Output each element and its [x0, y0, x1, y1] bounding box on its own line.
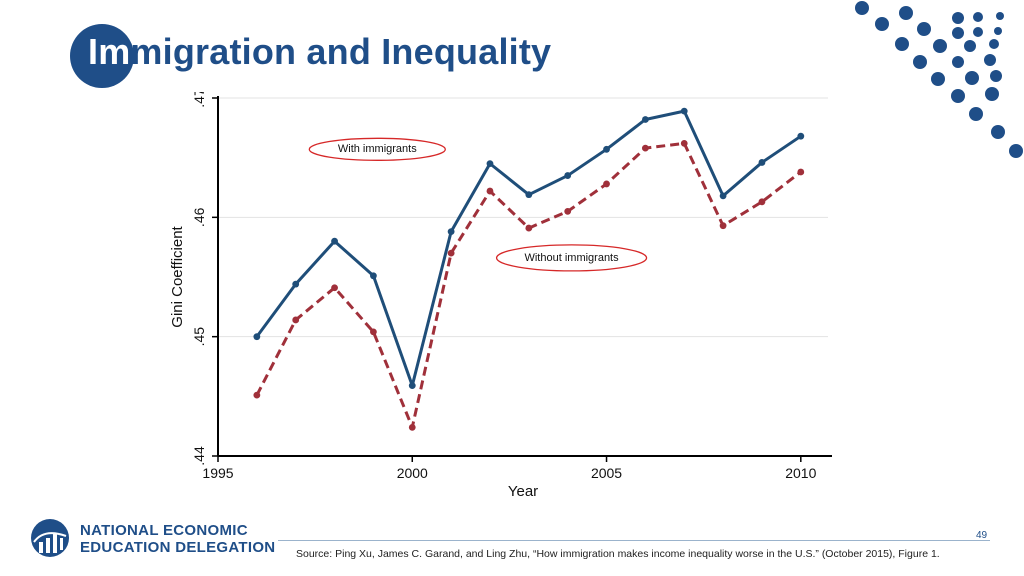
- pattern-dot: [875, 17, 889, 31]
- chart-axes: [217, 96, 832, 457]
- x-tick-label: 2000: [397, 465, 428, 481]
- source-citation: Source: Ping Xu, James C. Garand, and Li…: [296, 548, 940, 560]
- pattern-dot: [933, 39, 947, 53]
- data-point: [253, 391, 261, 399]
- nee-logo: NATIONAL ECONOMIC EDUCATION DELEGATION: [30, 518, 275, 562]
- nee-logo-icon: [31, 519, 69, 557]
- data-point: [641, 116, 649, 123]
- data-point: [447, 228, 455, 236]
- x-tick-label: 1995: [202, 465, 233, 481]
- title-lead: Im: [88, 31, 131, 72]
- pattern-dot: [913, 55, 927, 69]
- data-point: [292, 316, 300, 324]
- data-point: [486, 160, 494, 168]
- x-tick-label: 2005: [591, 465, 622, 481]
- data-point: [564, 172, 572, 179]
- pattern-dot: [991, 125, 1005, 139]
- logo-line-2: EDUCATION DELEGATION: [80, 539, 276, 556]
- annotation-with-immigrants: With immigrants: [308, 137, 446, 161]
- data-point: [641, 144, 649, 152]
- data-point: [797, 132, 805, 140]
- pattern-dot: [984, 54, 996, 66]
- pattern-dot: [931, 72, 945, 86]
- y-tick-label: .44: [191, 446, 207, 466]
- y-tick-label: .46: [191, 207, 207, 227]
- annotation-without-immigrants: Without immigrants: [495, 244, 648, 272]
- data-point: [370, 272, 377, 280]
- y-tick-label: .47: [191, 92, 207, 108]
- pattern-dot: [964, 40, 976, 52]
- data-point: [680, 107, 688, 115]
- pattern-dot: [1009, 144, 1023, 158]
- page-title: Immigration and Inequality: [88, 31, 551, 73]
- y-axis-ticks: .44 .45 .46 .47: [191, 92, 218, 466]
- data-point: [564, 207, 572, 215]
- data-point: [603, 145, 610, 153]
- footer-divider: [278, 540, 990, 541]
- annotation-ellipse: [495, 244, 648, 272]
- data-point: [719, 222, 727, 230]
- data-point: [797, 168, 805, 176]
- annotation-label-without-immigrants: Without immigrants: [524, 252, 619, 264]
- x-tick-label: 2010: [785, 465, 816, 481]
- data-point: [719, 192, 727, 200]
- page-number: 49: [976, 530, 988, 541]
- data-point: [408, 423, 416, 431]
- data-point: [370, 328, 377, 336]
- title-rest: migration and Inequality: [130, 31, 552, 72]
- gini-line-chart: .44 .45 .46 .47 1995 2000 2005 2010 Gini Coeff…: [169, 92, 832, 500]
- data-point: [603, 180, 610, 188]
- data-point: [447, 249, 455, 257]
- pattern-dot: [895, 37, 909, 51]
- data-point: [331, 284, 338, 292]
- pattern-dot: [952, 27, 964, 39]
- annotation-ellipse: [308, 137, 446, 161]
- data-point: [525, 224, 533, 232]
- pattern-dot: [989, 39, 999, 49]
- series-with-immigrants: [253, 107, 805, 389]
- pattern-dot: [994, 27, 1002, 35]
- data-point: [486, 187, 494, 195]
- data-point: [758, 198, 766, 206]
- pattern-dot: [973, 12, 983, 22]
- data-point: [253, 333, 261, 341]
- data-point: [331, 237, 338, 245]
- data-point: [525, 191, 533, 199]
- y-axis-title: Gini Coefficient: [169, 225, 186, 327]
- pattern-dot: [917, 22, 931, 36]
- chart-gridlines: [218, 97, 828, 457]
- pattern-dot: [899, 6, 913, 20]
- nee-logo-text: NATIONAL ECONOMIC EDUCATION DELEGATION: [80, 522, 275, 556]
- decorative-dot-pattern: [855, 1, 1023, 158]
- x-axis-title: Year: [508, 483, 538, 500]
- pattern-dot: [951, 89, 965, 103]
- x-axis-ticks: 1995 2000 2005 2010: [202, 456, 817, 481]
- pattern-dot: [973, 27, 983, 37]
- data-point: [758, 159, 766, 166]
- chart-series: [253, 107, 805, 431]
- pattern-dot: [952, 56, 964, 68]
- pattern-dot: [996, 12, 1004, 20]
- data-point: [680, 139, 688, 147]
- pattern-dot: [952, 12, 964, 24]
- chart-annotations: With immigrants Without immigrants: [308, 137, 648, 272]
- pattern-dot: [855, 1, 869, 15]
- pattern-dot: [969, 107, 983, 121]
- logo-line-1: NATIONAL ECONOMIC: [80, 522, 248, 539]
- data-point: [408, 382, 416, 389]
- pattern-dot: [965, 71, 979, 85]
- data-point: [292, 280, 300, 288]
- y-tick-label: .45: [191, 327, 207, 347]
- pattern-dot: [990, 70, 1002, 82]
- title-accent-circle: [70, 24, 134, 88]
- pattern-dot: [985, 87, 999, 101]
- annotation-label-with-immigrants: With immigrants: [338, 143, 417, 155]
- series-without-immigrants: [253, 139, 805, 431]
